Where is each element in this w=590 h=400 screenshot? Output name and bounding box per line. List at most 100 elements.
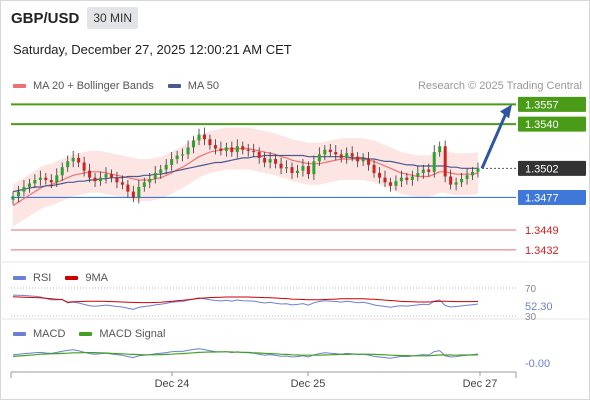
candle-body bbox=[38, 177, 42, 180]
rsi-ma-line bbox=[12, 296, 479, 304]
legend-macd: MACD bbox=[13, 328, 65, 340]
candle-body bbox=[44, 177, 48, 180]
candle-body bbox=[137, 186, 141, 198]
rsi-tick-30: 30 bbox=[525, 312, 537, 323]
legend-rsi-label: RSI bbox=[33, 272, 52, 284]
legend-ma20-label: MA 20 + Bollinger Bands bbox=[33, 80, 154, 92]
candle-body bbox=[378, 173, 382, 178]
candle-body bbox=[109, 174, 113, 178]
level-label: 1.3432 bbox=[525, 245, 559, 257]
projection-arrow bbox=[480, 112, 508, 169]
ma50-line bbox=[12, 154, 478, 193]
candle-body bbox=[27, 183, 31, 187]
candle-body bbox=[405, 177, 409, 180]
candle-body bbox=[252, 150, 256, 153]
credit-label: Research © 2025 Trading Central bbox=[417, 80, 582, 92]
candle-body bbox=[372, 164, 376, 174]
candle-body bbox=[471, 171, 475, 176]
candle-body bbox=[306, 166, 310, 175]
rsi-swatch-icon bbox=[13, 276, 26, 280]
candle-body bbox=[334, 152, 338, 155]
candle-body bbox=[350, 153, 354, 157]
candle-body bbox=[339, 154, 343, 158]
candle-body bbox=[454, 182, 458, 185]
candle-body bbox=[82, 162, 86, 171]
level-label-box bbox=[518, 96, 586, 112]
candle-body bbox=[224, 147, 228, 151]
legend-ma50: MA 50 bbox=[167, 80, 219, 92]
candle-body bbox=[170, 159, 174, 165]
candle-body bbox=[153, 173, 157, 179]
legend-ma50-label: MA 50 bbox=[187, 80, 219, 92]
candle-body bbox=[235, 146, 239, 153]
level-label: 1.3477 bbox=[525, 192, 559, 204]
time-tick-label: Dec 24 bbox=[155, 378, 190, 390]
rsi-tick-70: 70 bbox=[525, 284, 537, 295]
level-label-box bbox=[518, 160, 586, 176]
candle-body bbox=[290, 167, 294, 174]
rsi-legend: RSI 9MA bbox=[13, 272, 122, 284]
candle-body bbox=[11, 196, 15, 200]
candle-body bbox=[388, 182, 392, 186]
rsi-line bbox=[12, 294, 479, 310]
candle-body bbox=[421, 169, 425, 174]
macd-swatch-icon bbox=[13, 332, 26, 336]
candle-body bbox=[465, 175, 469, 179]
candle-body bbox=[274, 159, 278, 164]
candle-body bbox=[120, 182, 124, 185]
legend-macd-signal-label: MACD Signal bbox=[99, 328, 166, 340]
candle-body bbox=[71, 157, 75, 162]
candle-body bbox=[246, 149, 250, 151]
candle-body bbox=[328, 149, 332, 153]
macd-line bbox=[12, 348, 479, 359]
candle-body bbox=[186, 147, 190, 155]
chart-header: GBP/USD 30 MIN bbox=[11, 7, 139, 29]
candle-body bbox=[345, 153, 349, 158]
candle-body bbox=[192, 140, 196, 148]
candle-body bbox=[219, 148, 223, 151]
legend-rsi-ma-label: 9MA bbox=[85, 272, 108, 284]
candle-body bbox=[279, 163, 283, 169]
level-label-box bbox=[518, 116, 586, 132]
timestamp-label: Saturday, December 27, 2025 12:00:21 AM … bbox=[13, 42, 292, 57]
legend-ma20: MA 20 + Bollinger Bands bbox=[13, 80, 154, 92]
candle-body bbox=[263, 157, 267, 163]
level-label: 1.3502 bbox=[525, 163, 559, 175]
candle-body bbox=[49, 179, 53, 183]
candle-body bbox=[394, 181, 398, 186]
candle-body bbox=[88, 170, 92, 178]
candle-body bbox=[197, 134, 201, 141]
candle-body bbox=[367, 159, 371, 165]
candle-body bbox=[60, 167, 64, 176]
candle-body bbox=[208, 139, 212, 146]
candle-body bbox=[142, 182, 146, 187]
candle-body bbox=[99, 177, 103, 182]
macd-signal-line bbox=[12, 351, 479, 357]
legend-macd-label: MACD bbox=[33, 328, 66, 340]
bollinger-band bbox=[13, 127, 478, 227]
legend-rsi-ma: 9MA bbox=[65, 272, 108, 284]
candle-body bbox=[285, 167, 289, 169]
candle-body bbox=[268, 159, 272, 163]
ma50-swatch-icon bbox=[167, 84, 181, 88]
candle-body bbox=[213, 145, 217, 149]
candle-body bbox=[104, 174, 108, 178]
candle-body bbox=[438, 146, 442, 153]
candle-body bbox=[410, 176, 414, 180]
timeframe-badge[interactable]: 30 MIN bbox=[87, 7, 139, 29]
candle-body bbox=[159, 169, 163, 174]
candle-body bbox=[241, 146, 245, 150]
rsi-ma-swatch-icon bbox=[65, 276, 79, 280]
candle-body bbox=[202, 134, 206, 140]
candle-body bbox=[115, 177, 119, 183]
time-tick-label: Dec 27 bbox=[463, 378, 498, 390]
level-label: 1.3540 bbox=[525, 119, 559, 131]
candle-body bbox=[181, 154, 185, 156]
level-label-box bbox=[518, 189, 586, 205]
legend-macd-signal: MACD Signal bbox=[79, 328, 165, 340]
candle-body bbox=[175, 155, 179, 160]
candle-body bbox=[164, 164, 168, 170]
candle-body bbox=[416, 173, 420, 177]
candle-body bbox=[427, 169, 431, 172]
